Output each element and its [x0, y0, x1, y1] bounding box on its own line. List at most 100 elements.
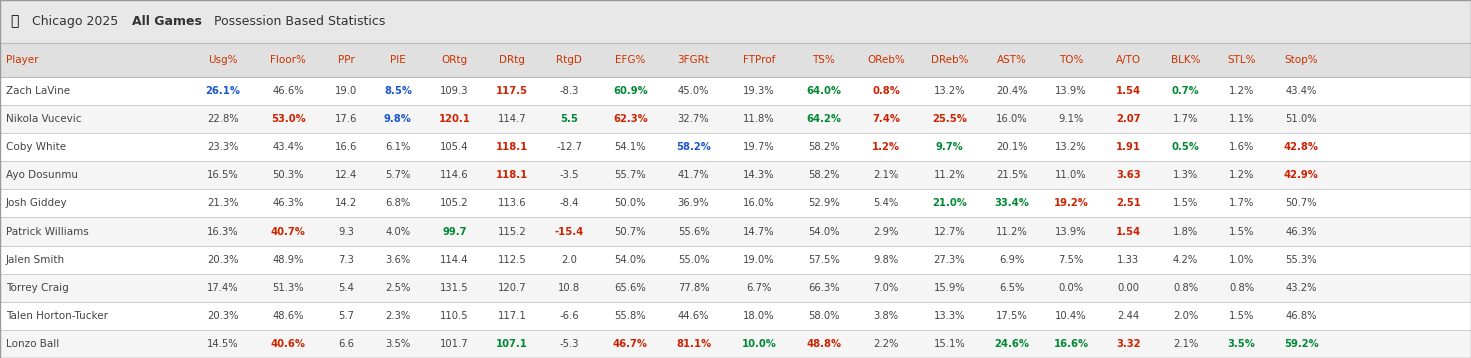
Text: 13.9%: 13.9% [1055, 86, 1087, 96]
Text: Jalen Smith: Jalen Smith [6, 255, 65, 265]
Text: 60.9%: 60.9% [613, 86, 647, 96]
FancyBboxPatch shape [0, 161, 1471, 189]
Text: 12.7%: 12.7% [934, 227, 965, 237]
Text: 120.1: 120.1 [438, 114, 471, 124]
Text: Stop%: Stop% [1284, 55, 1318, 65]
Text: 19.2%: 19.2% [1053, 198, 1089, 208]
Text: 131.5: 131.5 [440, 283, 469, 293]
Text: 50.0%: 50.0% [615, 198, 646, 208]
Text: 57.5%: 57.5% [808, 255, 840, 265]
Text: FTProf: FTProf [743, 55, 775, 65]
Text: 4.0%: 4.0% [385, 227, 410, 237]
Text: 33.4%: 33.4% [994, 198, 1030, 208]
Text: 50.3%: 50.3% [272, 170, 304, 180]
Text: 41.7%: 41.7% [678, 170, 709, 180]
Text: 7.5%: 7.5% [1058, 255, 1084, 265]
Text: 46.3%: 46.3% [272, 198, 304, 208]
Text: 51.3%: 51.3% [272, 283, 304, 293]
Text: 46.3%: 46.3% [1286, 227, 1317, 237]
Text: -8.4: -8.4 [559, 198, 580, 208]
Text: 59.2%: 59.2% [1284, 339, 1318, 349]
Text: 51.0%: 51.0% [1286, 114, 1317, 124]
Text: 13.2%: 13.2% [1055, 142, 1087, 152]
Text: 1.2%: 1.2% [872, 142, 900, 152]
Text: 114.6: 114.6 [440, 170, 469, 180]
Text: 16.5%: 16.5% [207, 170, 238, 180]
Text: 7.3: 7.3 [338, 255, 355, 265]
Text: 20.3%: 20.3% [207, 311, 238, 321]
Text: 40.7%: 40.7% [271, 227, 306, 237]
Text: 21.3%: 21.3% [207, 198, 238, 208]
FancyBboxPatch shape [0, 274, 1471, 302]
Text: 54.1%: 54.1% [615, 142, 646, 152]
Text: Coby White: Coby White [6, 142, 66, 152]
Text: 48.6%: 48.6% [272, 311, 304, 321]
FancyBboxPatch shape [0, 77, 1471, 105]
Text: 1.33: 1.33 [1116, 255, 1140, 265]
Text: 16.3%: 16.3% [207, 227, 238, 237]
Text: 16.0%: 16.0% [743, 198, 775, 208]
Text: 19.7%: 19.7% [743, 142, 775, 152]
Text: 65.6%: 65.6% [615, 283, 646, 293]
Text: 14.5%: 14.5% [207, 339, 238, 349]
Text: 115.2: 115.2 [497, 227, 527, 237]
Text: 50.7%: 50.7% [615, 227, 646, 237]
Text: 113.6: 113.6 [497, 198, 527, 208]
Text: 7.0%: 7.0% [874, 283, 899, 293]
Text: 5.7: 5.7 [338, 311, 355, 321]
Text: BLK%: BLK% [1171, 55, 1200, 65]
FancyBboxPatch shape [0, 43, 1471, 77]
Text: 2.51: 2.51 [1116, 198, 1140, 208]
Text: 9.3: 9.3 [338, 227, 355, 237]
Text: 20.3%: 20.3% [207, 255, 238, 265]
Text: 15.1%: 15.1% [934, 339, 965, 349]
Text: Torrey Craig: Torrey Craig [6, 283, 69, 293]
FancyBboxPatch shape [0, 246, 1471, 274]
Text: DReb%: DReb% [931, 55, 968, 65]
Text: 16.6: 16.6 [335, 142, 357, 152]
Text: Nikola Vucevic: Nikola Vucevic [6, 114, 81, 124]
Text: 58.2%: 58.2% [677, 142, 710, 152]
Text: 117.5: 117.5 [496, 86, 528, 96]
Text: 1.6%: 1.6% [1228, 142, 1255, 152]
Text: RtgD: RtgD [556, 55, 583, 65]
Text: 17.5%: 17.5% [996, 311, 1028, 321]
Text: 0.8%: 0.8% [872, 86, 900, 96]
Text: 20.1%: 20.1% [996, 142, 1028, 152]
Text: 10.4%: 10.4% [1055, 311, 1087, 321]
Text: 13.9%: 13.9% [1055, 227, 1087, 237]
FancyBboxPatch shape [0, 0, 1471, 43]
Text: 107.1: 107.1 [496, 339, 528, 349]
Text: 40.6%: 40.6% [271, 339, 306, 349]
Text: -15.4: -15.4 [555, 227, 584, 237]
Text: 16.6%: 16.6% [1053, 339, 1089, 349]
Text: 6.6: 6.6 [338, 339, 355, 349]
Text: 58.2%: 58.2% [808, 170, 840, 180]
Text: 17.4%: 17.4% [207, 283, 238, 293]
Text: 2.0%: 2.0% [1172, 311, 1199, 321]
Text: 55.7%: 55.7% [615, 170, 646, 180]
Text: 21.0%: 21.0% [933, 198, 966, 208]
Text: 3.5%: 3.5% [385, 339, 410, 349]
Text: 11.0%: 11.0% [1055, 170, 1087, 180]
Text: 48.8%: 48.8% [806, 339, 841, 349]
Text: 3.6%: 3.6% [385, 255, 410, 265]
Text: 118.1: 118.1 [496, 142, 528, 152]
Text: 1.54: 1.54 [1115, 227, 1141, 237]
Text: 2.1%: 2.1% [1172, 339, 1199, 349]
Text: 5.7%: 5.7% [385, 170, 410, 180]
Text: 43.4%: 43.4% [272, 142, 304, 152]
Text: 118.1: 118.1 [496, 170, 528, 180]
Text: Player: Player [6, 55, 38, 65]
Text: 3FGRt: 3FGRt [678, 55, 709, 65]
Text: 54.0%: 54.0% [808, 227, 840, 237]
Text: TO%: TO% [1059, 55, 1083, 65]
Text: 9.8%: 9.8% [384, 114, 412, 124]
Text: 3.5%: 3.5% [1228, 339, 1255, 349]
Text: 5.4: 5.4 [338, 283, 355, 293]
Text: 55.0%: 55.0% [678, 255, 709, 265]
Text: Patrick Williams: Patrick Williams [6, 227, 88, 237]
Text: Josh Giddey: Josh Giddey [6, 198, 68, 208]
Text: Ayo Dosunmu: Ayo Dosunmu [6, 170, 78, 180]
Text: 2.1%: 2.1% [874, 170, 899, 180]
